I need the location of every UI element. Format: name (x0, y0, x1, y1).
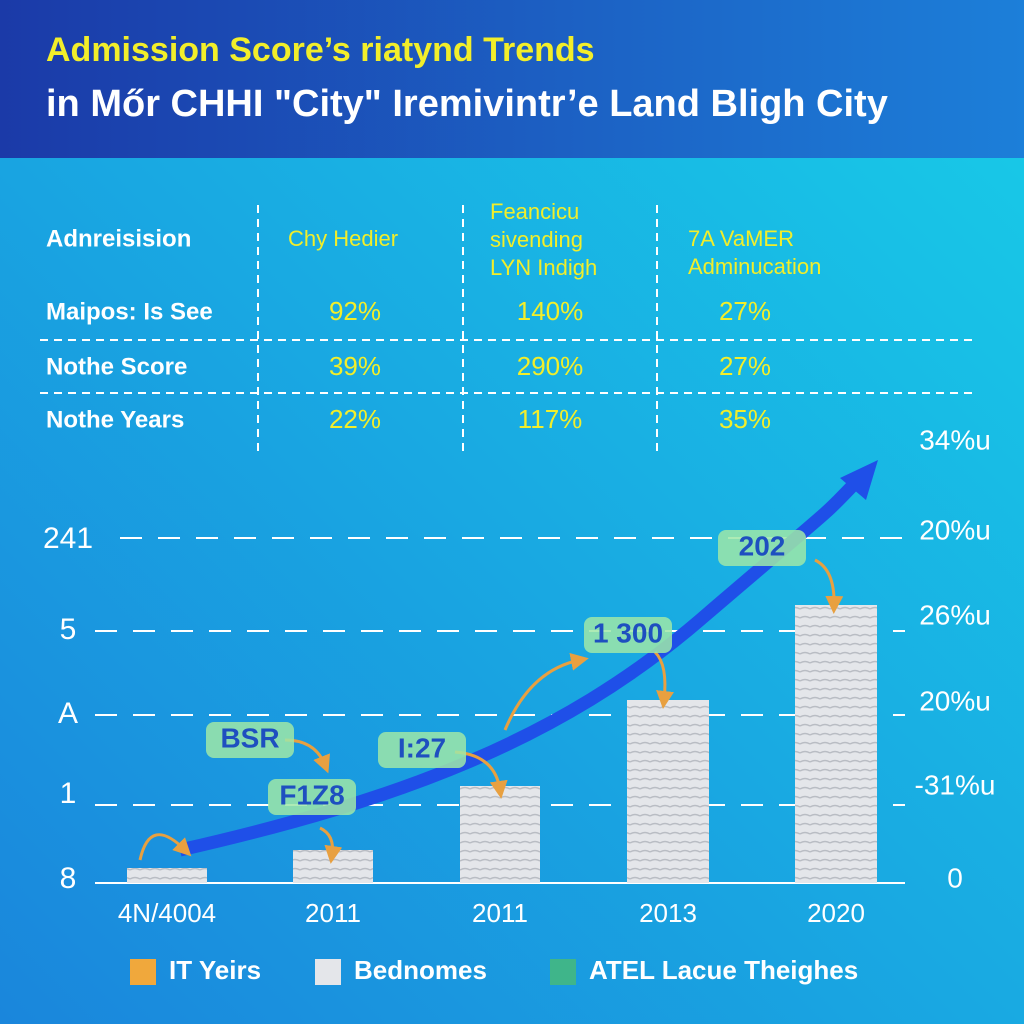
left-label: 241 (43, 522, 93, 555)
row-label: Nothe Score (46, 353, 187, 380)
x-label: 2011 (305, 898, 361, 928)
legend-label: IT Yeirs (169, 955, 261, 985)
legend-label: Bednomes (354, 955, 487, 985)
left-label: A (58, 697, 78, 730)
annotation-box (268, 779, 356, 815)
left-label: 5 (60, 613, 77, 646)
left-label: 8 (60, 862, 77, 895)
row-label: Maipos: Is Sее (46, 298, 213, 325)
x-label: 2020 (807, 898, 865, 928)
legend-swatch (550, 959, 576, 985)
right-label: -31%u (915, 769, 996, 800)
annotation-box (378, 732, 466, 768)
annotation-box (584, 617, 672, 653)
cell: 140% (517, 296, 584, 326)
cell: 117% (518, 404, 583, 434)
table-header: Chy Hedier (288, 226, 398, 251)
right-label: 20%u (919, 514, 991, 545)
cell: 39% (329, 351, 381, 381)
annotation: BSR (220, 722, 279, 753)
legend-label: ATEL Lacue Theighes (589, 955, 858, 985)
arrow-head (840, 460, 878, 500)
annotation-box (206, 722, 294, 758)
table-header: 7A VaMER (688, 226, 794, 251)
right-label: 26%u (919, 599, 991, 630)
right-label: 34%u (919, 424, 991, 455)
cell: 35% (719, 404, 771, 434)
right-label: 0 (947, 862, 963, 893)
right-label: 20%u (919, 685, 991, 716)
annotation-box (718, 530, 806, 566)
title: Admission Score’s riatynd Trends (46, 31, 595, 69)
x-label: 2011 (472, 898, 528, 928)
table-header: Adminucation (688, 254, 821, 279)
annotation: 202 (739, 530, 786, 561)
table-header: sivending (490, 227, 583, 252)
table-header: LYN Indigh (490, 255, 597, 280)
x-label: 2013 (639, 898, 697, 928)
table-grid (40, 205, 975, 455)
cell: 27% (719, 296, 771, 326)
x-label: 4N/4004 (118, 898, 216, 928)
cell: 290% (517, 351, 584, 381)
bars (127, 605, 877, 883)
annotation: 1 300 (593, 617, 663, 648)
row-label: Nothe Years (46, 406, 184, 433)
header-band (0, 0, 1024, 158)
cell: 27% (719, 351, 771, 381)
legend-swatch (130, 959, 156, 985)
legend-swatch (315, 959, 341, 985)
cell: 92% (329, 296, 381, 326)
table-header: Feancicu (490, 199, 579, 224)
table-header: Adnreisision (46, 225, 191, 252)
annotation: F1Z8 (279, 779, 344, 810)
annotation: I:27 (398, 732, 446, 763)
left-label: 1 (60, 777, 77, 810)
subtitle: in Mőr CHHI "City" Iremivintr’e Land Bli… (46, 83, 888, 125)
cell: 22% (329, 404, 381, 434)
